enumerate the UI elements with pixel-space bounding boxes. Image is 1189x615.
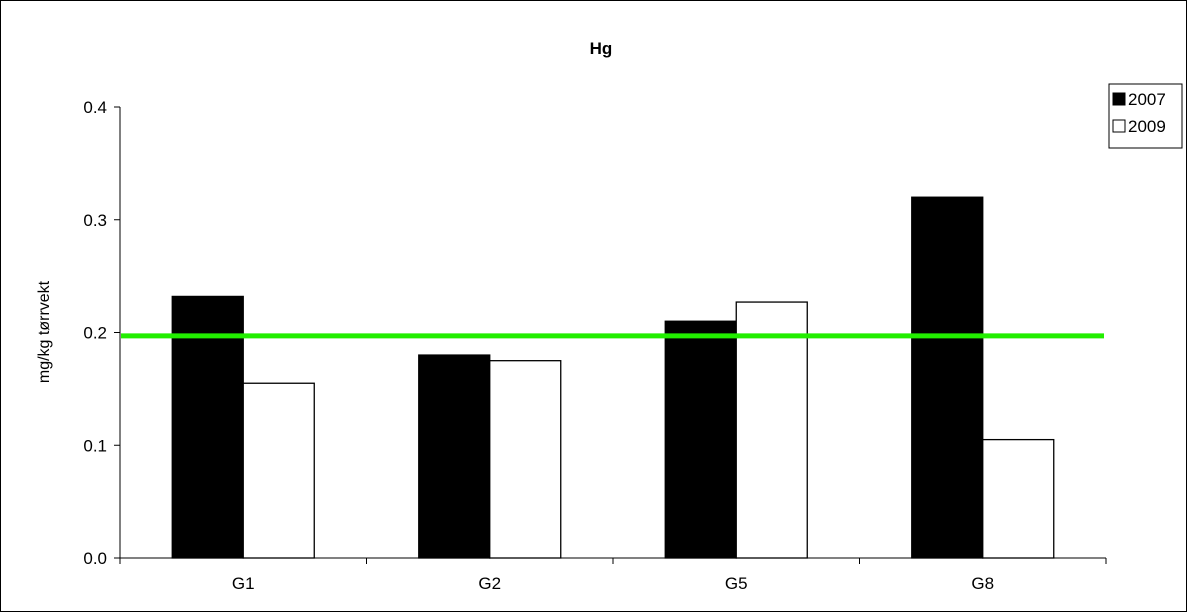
bar-2009-G2	[489, 360, 562, 559]
y-tick-label: 0.0	[83, 549, 107, 568]
x-tick-label: G2	[478, 574, 501, 593]
y-tick-label: 0.4	[83, 98, 107, 117]
x-tick-label: G5	[725, 574, 748, 593]
legend-swatch-2009	[1112, 119, 1126, 133]
bar-2009-G1	[242, 382, 315, 559]
legend: 2007 2009	[1108, 83, 1183, 149]
y-tick-label: 0.3	[83, 211, 107, 230]
bar-2009-G5	[735, 301, 808, 559]
y-tick-label: 0.2	[83, 324, 107, 343]
bar-2007-G2	[418, 354, 491, 559]
chart-title: Hg	[590, 39, 613, 58]
bar-2007-G8	[911, 196, 984, 559]
y-tick-label: 0.1	[83, 436, 107, 455]
x-tick-label: G1	[232, 574, 255, 593]
plot-area: 0.0 0.1 0.2 0.3 0.4 G1 G2 G5 G8	[83, 98, 1107, 593]
legend-label-2007: 2007	[1128, 90, 1166, 109]
bar-2007-G5	[664, 320, 737, 559]
legend-label-2009: 2009	[1128, 117, 1166, 136]
bar-2009-G8	[982, 438, 1055, 559]
legend-swatch-2007	[1112, 92, 1126, 106]
x-tick-label: G8	[971, 574, 994, 593]
y-axis-title: mg/kg tørrvekt	[36, 280, 53, 383]
